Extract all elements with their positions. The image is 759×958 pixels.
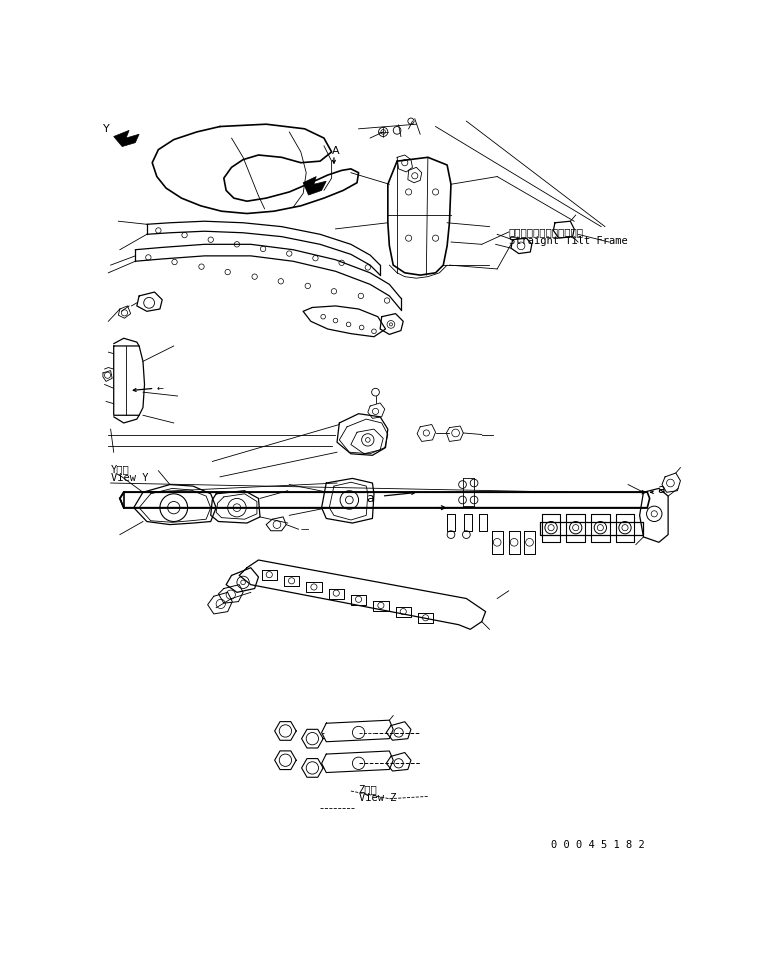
Text: A: A xyxy=(332,147,339,156)
Text: a: a xyxy=(367,491,374,505)
Polygon shape xyxy=(114,130,139,147)
Text: Y: Y xyxy=(103,124,110,134)
Text: Y　視: Y 視 xyxy=(111,465,129,474)
Text: a: a xyxy=(657,484,665,496)
Text: ←: ← xyxy=(157,384,164,393)
Text: Z　視: Z 視 xyxy=(358,784,377,794)
Text: View Z: View Z xyxy=(358,793,396,803)
Text: —: — xyxy=(301,525,309,534)
Text: View Y: View Y xyxy=(111,473,148,484)
Text: Straight Tilt Frame: Straight Tilt Frame xyxy=(509,237,628,246)
Text: 0 0 0 4 5 1 8 2: 0 0 0 4 5 1 8 2 xyxy=(551,840,645,850)
Text: ストレートチルトフレーム: ストレートチルトフレーム xyxy=(509,227,584,237)
Polygon shape xyxy=(303,176,326,195)
